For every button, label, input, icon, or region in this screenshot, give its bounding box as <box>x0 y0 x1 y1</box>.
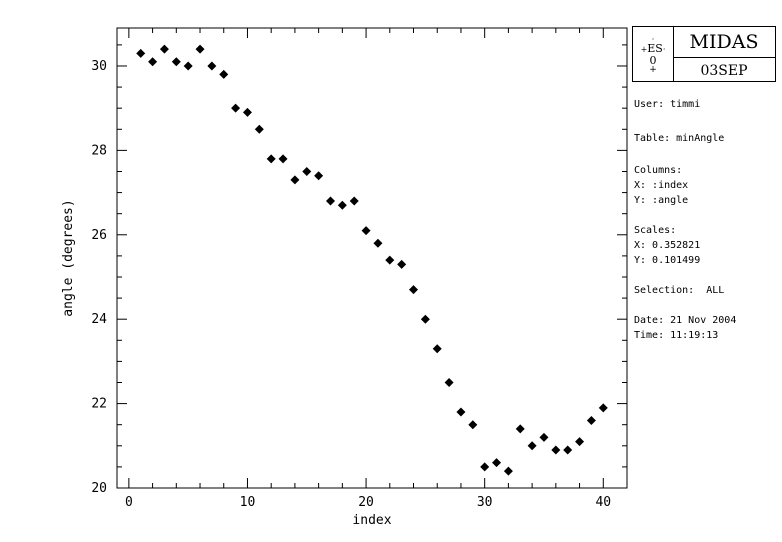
y-axis-label: angle (degrees) <box>61 199 76 316</box>
data-point <box>527 441 537 451</box>
data-point <box>563 445 573 455</box>
data-point <box>515 424 525 434</box>
data-point <box>159 44 169 54</box>
x-tick-label: 10 <box>240 495 256 510</box>
data-point <box>373 238 383 248</box>
data-point <box>420 314 430 324</box>
data-point <box>195 44 205 54</box>
info-time: Time: 11:19:13 <box>634 330 719 341</box>
y-tick-label: 24 <box>91 312 107 327</box>
data-point <box>148 57 158 67</box>
x-tick-label: 20 <box>358 495 374 510</box>
midas-logo: · +ES· 0 + MIDAS 03SEP <box>632 26 776 82</box>
data-point <box>266 154 276 164</box>
data-point <box>302 166 312 176</box>
info-selection: Selection: ALL <box>634 285 725 296</box>
data-point <box>480 462 490 472</box>
info-table: Table: minAngle <box>634 133 725 144</box>
axis-ticks <box>117 28 627 489</box>
data-point <box>136 48 146 58</box>
info-user: User: timmi <box>634 99 701 110</box>
data-point <box>183 61 193 71</box>
data-point <box>598 403 608 413</box>
data-point <box>539 432 549 442</box>
data-point <box>171 57 181 67</box>
data-point <box>254 124 264 134</box>
data-point <box>219 69 229 79</box>
data-point <box>278 154 288 164</box>
y-tick-label: 28 <box>91 143 107 158</box>
data-point <box>492 458 502 468</box>
data-point <box>456 407 466 417</box>
data-point <box>575 437 585 447</box>
info-columns-y: Y: :angle <box>634 195 689 206</box>
data-point <box>314 171 324 181</box>
data-point <box>325 196 335 206</box>
eso-logo: · +ES· 0 + <box>633 27 674 81</box>
info-columns-x: X: :index <box>634 180 689 191</box>
data-point <box>361 226 371 236</box>
data-point <box>409 285 419 295</box>
data-point <box>444 377 454 387</box>
scatter-plot: 0 10 20 30 40 20 22 24 26 28 30 index angle (degre… <box>61 27 628 528</box>
data-point <box>337 200 347 210</box>
info-columns-head: Columns: <box>634 165 683 176</box>
y-tick-label: 22 <box>91 397 107 412</box>
logo-divider <box>673 57 775 58</box>
y-tick-label: 30 <box>91 59 107 74</box>
data-point <box>551 445 561 455</box>
data-point <box>290 175 300 185</box>
info-scales-head: Scales: <box>634 225 677 236</box>
data-point <box>432 344 442 354</box>
data-point <box>349 196 359 206</box>
x-axis-label: index <box>352 513 391 528</box>
data-point <box>503 466 513 476</box>
info-date: Date: 21 Nov 2004 <box>634 315 737 326</box>
y-tick-label: 26 <box>91 228 107 243</box>
data-point <box>397 259 407 269</box>
x-tick-label: 0 <box>125 495 133 510</box>
data-point <box>207 61 217 71</box>
tick-labels: 0 10 20 30 40 20 22 24 26 28 30 <box>91 59 611 510</box>
logo-date: 03SEP <box>700 63 748 79</box>
info-scales-y: Y: 0.101499 <box>634 255 701 266</box>
data-point <box>242 107 252 117</box>
logo-title: MIDAS <box>689 31 759 53</box>
logo-text: MIDAS 03SEP <box>673 27 775 81</box>
data-point <box>586 415 596 425</box>
data-point <box>231 103 241 113</box>
y-tick-label: 20 <box>91 481 107 496</box>
info-scales-x: X: 0.352821 <box>634 240 701 251</box>
data-point <box>468 420 478 430</box>
plot-frame <box>116 27 628 489</box>
x-tick-label: 30 <box>477 495 493 510</box>
data-points <box>136 44 608 476</box>
eso-mark: · +ES· 0 + <box>640 35 666 75</box>
x-tick-label: 40 <box>595 495 611 510</box>
data-point <box>385 255 395 265</box>
